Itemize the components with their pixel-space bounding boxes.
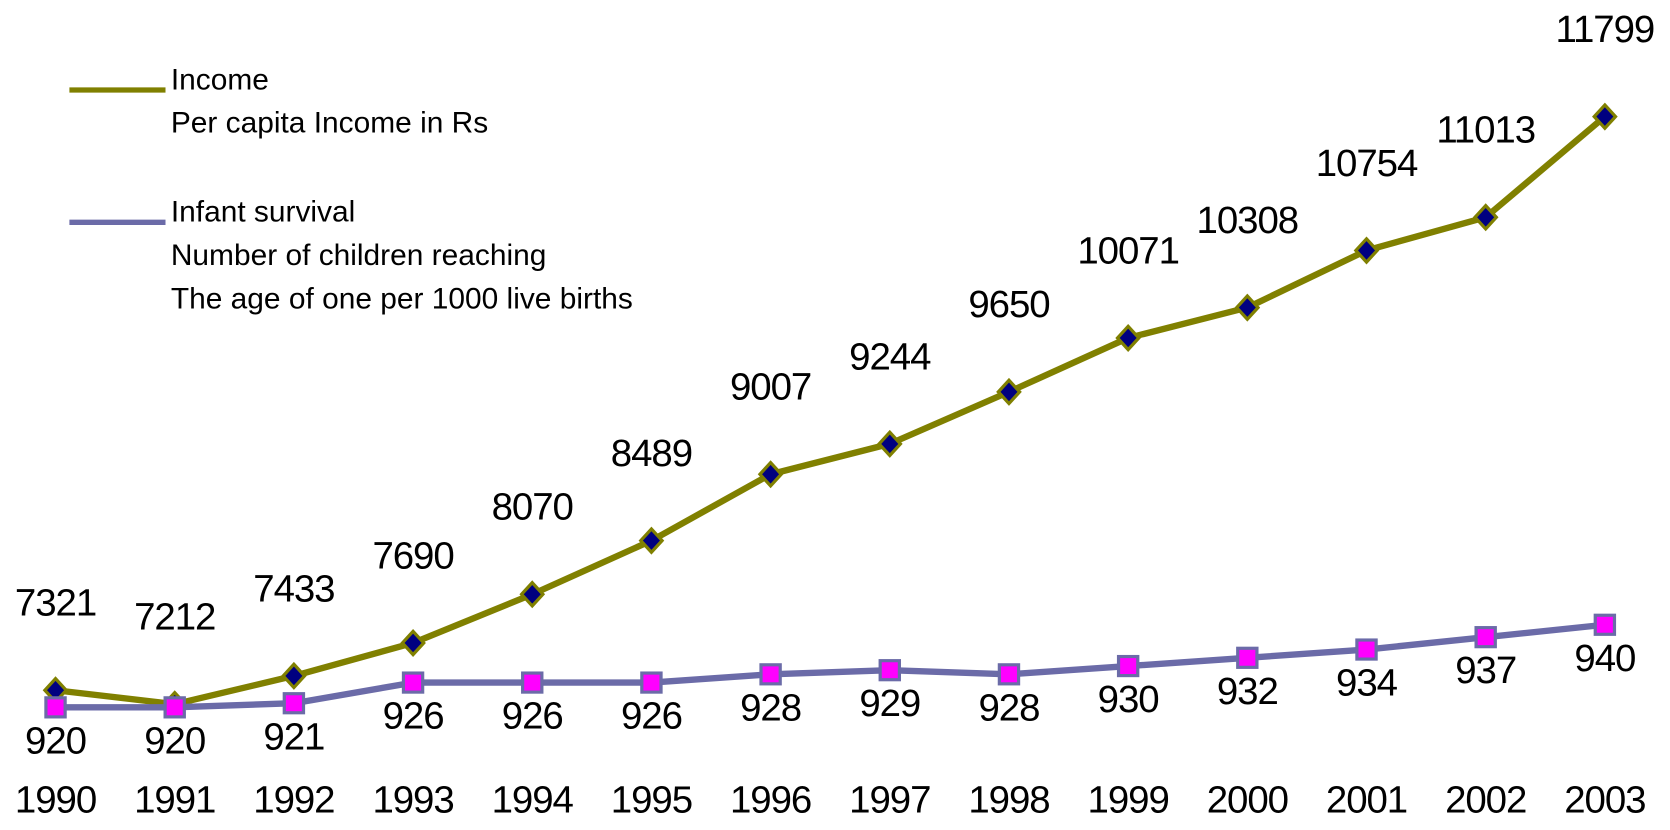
data-label: 932 — [1217, 670, 1278, 713]
marker — [1115, 323, 1141, 352]
marker — [1355, 638, 1378, 661]
data-label: 940 — [1574, 637, 1635, 680]
data-label: 10308 — [1197, 199, 1299, 242]
marker — [1353, 236, 1380, 265]
data-label: 920 — [25, 720, 86, 763]
marker — [640, 671, 663, 694]
data-label: 926 — [502, 695, 563, 738]
data-label: 7690 — [372, 534, 453, 577]
marker — [878, 659, 901, 682]
legend-description: The age of one per 1000 live births — [171, 283, 633, 316]
data-label: 9244 — [849, 335, 931, 378]
marker — [876, 429, 903, 458]
data-label: 11013 — [1436, 109, 1535, 152]
x-tick-label: 1995 — [611, 779, 692, 822]
x-tick-label: 2000 — [1207, 779, 1288, 822]
marker — [1234, 293, 1261, 322]
data-label: 928 — [740, 687, 801, 730]
legend-description: Per capita Income in Rs — [171, 107, 488, 140]
marker — [282, 692, 306, 715]
x-tick-label: 1997 — [849, 779, 930, 822]
data-label: 920 — [144, 720, 205, 763]
series-line — [55, 114, 1607, 708]
data-label: 928 — [979, 687, 1040, 730]
x-tick-label: 1998 — [968, 779, 1049, 822]
marker — [997, 663, 1021, 686]
marker — [1116, 654, 1140, 678]
legend-label: Infant survival — [171, 196, 355, 229]
legend-description: Number of children reaching — [171, 239, 547, 272]
x-tick-label: 1996 — [730, 779, 811, 822]
marker — [757, 460, 784, 489]
marker — [638, 526, 665, 555]
marker — [401, 671, 425, 694]
data-label: 10071 — [1077, 229, 1179, 272]
marker — [521, 671, 544, 694]
marker — [1592, 102, 1618, 131]
marker — [1236, 646, 1259, 669]
data-label: 7212 — [134, 596, 215, 639]
data-label: 929 — [859, 682, 920, 725]
marker — [996, 377, 1022, 406]
marker — [1474, 626, 1497, 649]
marker — [400, 628, 426, 657]
x-tick-label: 1992 — [253, 779, 334, 822]
x-tick-label: 1999 — [1088, 779, 1169, 822]
marker — [163, 696, 186, 719]
marker — [1472, 203, 1499, 232]
data-label: 930 — [1098, 678, 1159, 721]
marker — [44, 696, 67, 719]
marker — [281, 661, 307, 690]
marker — [519, 580, 546, 609]
data-label: 11799 — [1556, 8, 1655, 51]
data-label: 934 — [1336, 662, 1398, 705]
data-label: 7321 — [15, 582, 96, 625]
x-tick-label: 2002 — [1445, 779, 1526, 822]
data-label: 8070 — [492, 486, 573, 529]
data-label: 7433 — [253, 567, 334, 610]
data-label: 9650 — [968, 283, 1049, 326]
data-label: 9007 — [730, 366, 811, 409]
x-tick-label: 2003 — [1564, 779, 1645, 822]
data-label: 8489 — [611, 432, 692, 475]
legend-label: Income — [171, 63, 269, 96]
marker — [759, 663, 782, 686]
x-tick-label: 1993 — [372, 779, 453, 822]
x-tick-label: 1994 — [492, 779, 574, 822]
data-label: 926 — [383, 695, 444, 738]
data-label: 921 — [263, 715, 324, 758]
data-label: 926 — [621, 695, 682, 738]
data-label: 10754 — [1316, 142, 1418, 185]
marker — [1593, 613, 1617, 636]
x-tick-label: 1991 — [134, 779, 215, 822]
x-tick-label: 1990 — [15, 779, 96, 822]
series-line — [55, 621, 1606, 711]
x-tick-label: 2001 — [1326, 779, 1407, 822]
data-label: 937 — [1455, 649, 1516, 692]
